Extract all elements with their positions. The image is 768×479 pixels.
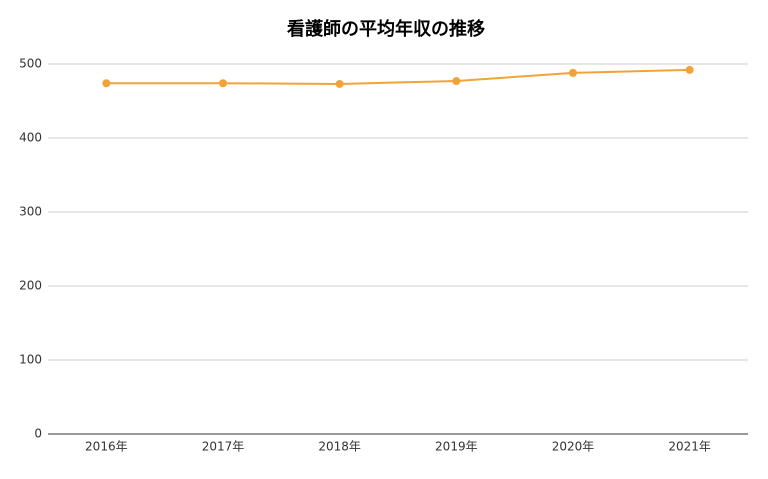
point (219, 79, 227, 88)
point (685, 65, 694, 74)
line (106, 68, 690, 85)
chart-title: 看護師の平均年収の推移 (286, 18, 485, 40)
point (452, 77, 461, 86)
y-tick-label: 300 (19, 205, 42, 219)
point (335, 79, 344, 88)
x-tick-label: 2016年 (85, 440, 128, 454)
point (102, 79, 111, 88)
y-tick-label: 500 (19, 57, 42, 71)
y-tick-label: 200 (19, 279, 42, 293)
x-tick-label: 2020年 (552, 440, 595, 454)
point (569, 68, 577, 77)
y-tick-label: 400 (19, 131, 42, 145)
y-tick-label: 100 (19, 353, 42, 367)
x-tick-label: 2018年 (318, 440, 361, 454)
x-tick-label: 2021年 (668, 440, 711, 454)
x-tick-label: 2019年 (435, 440, 478, 454)
y-tick-label: 0 (34, 427, 42, 441)
x-tick-label: 2017年 (202, 440, 245, 454)
